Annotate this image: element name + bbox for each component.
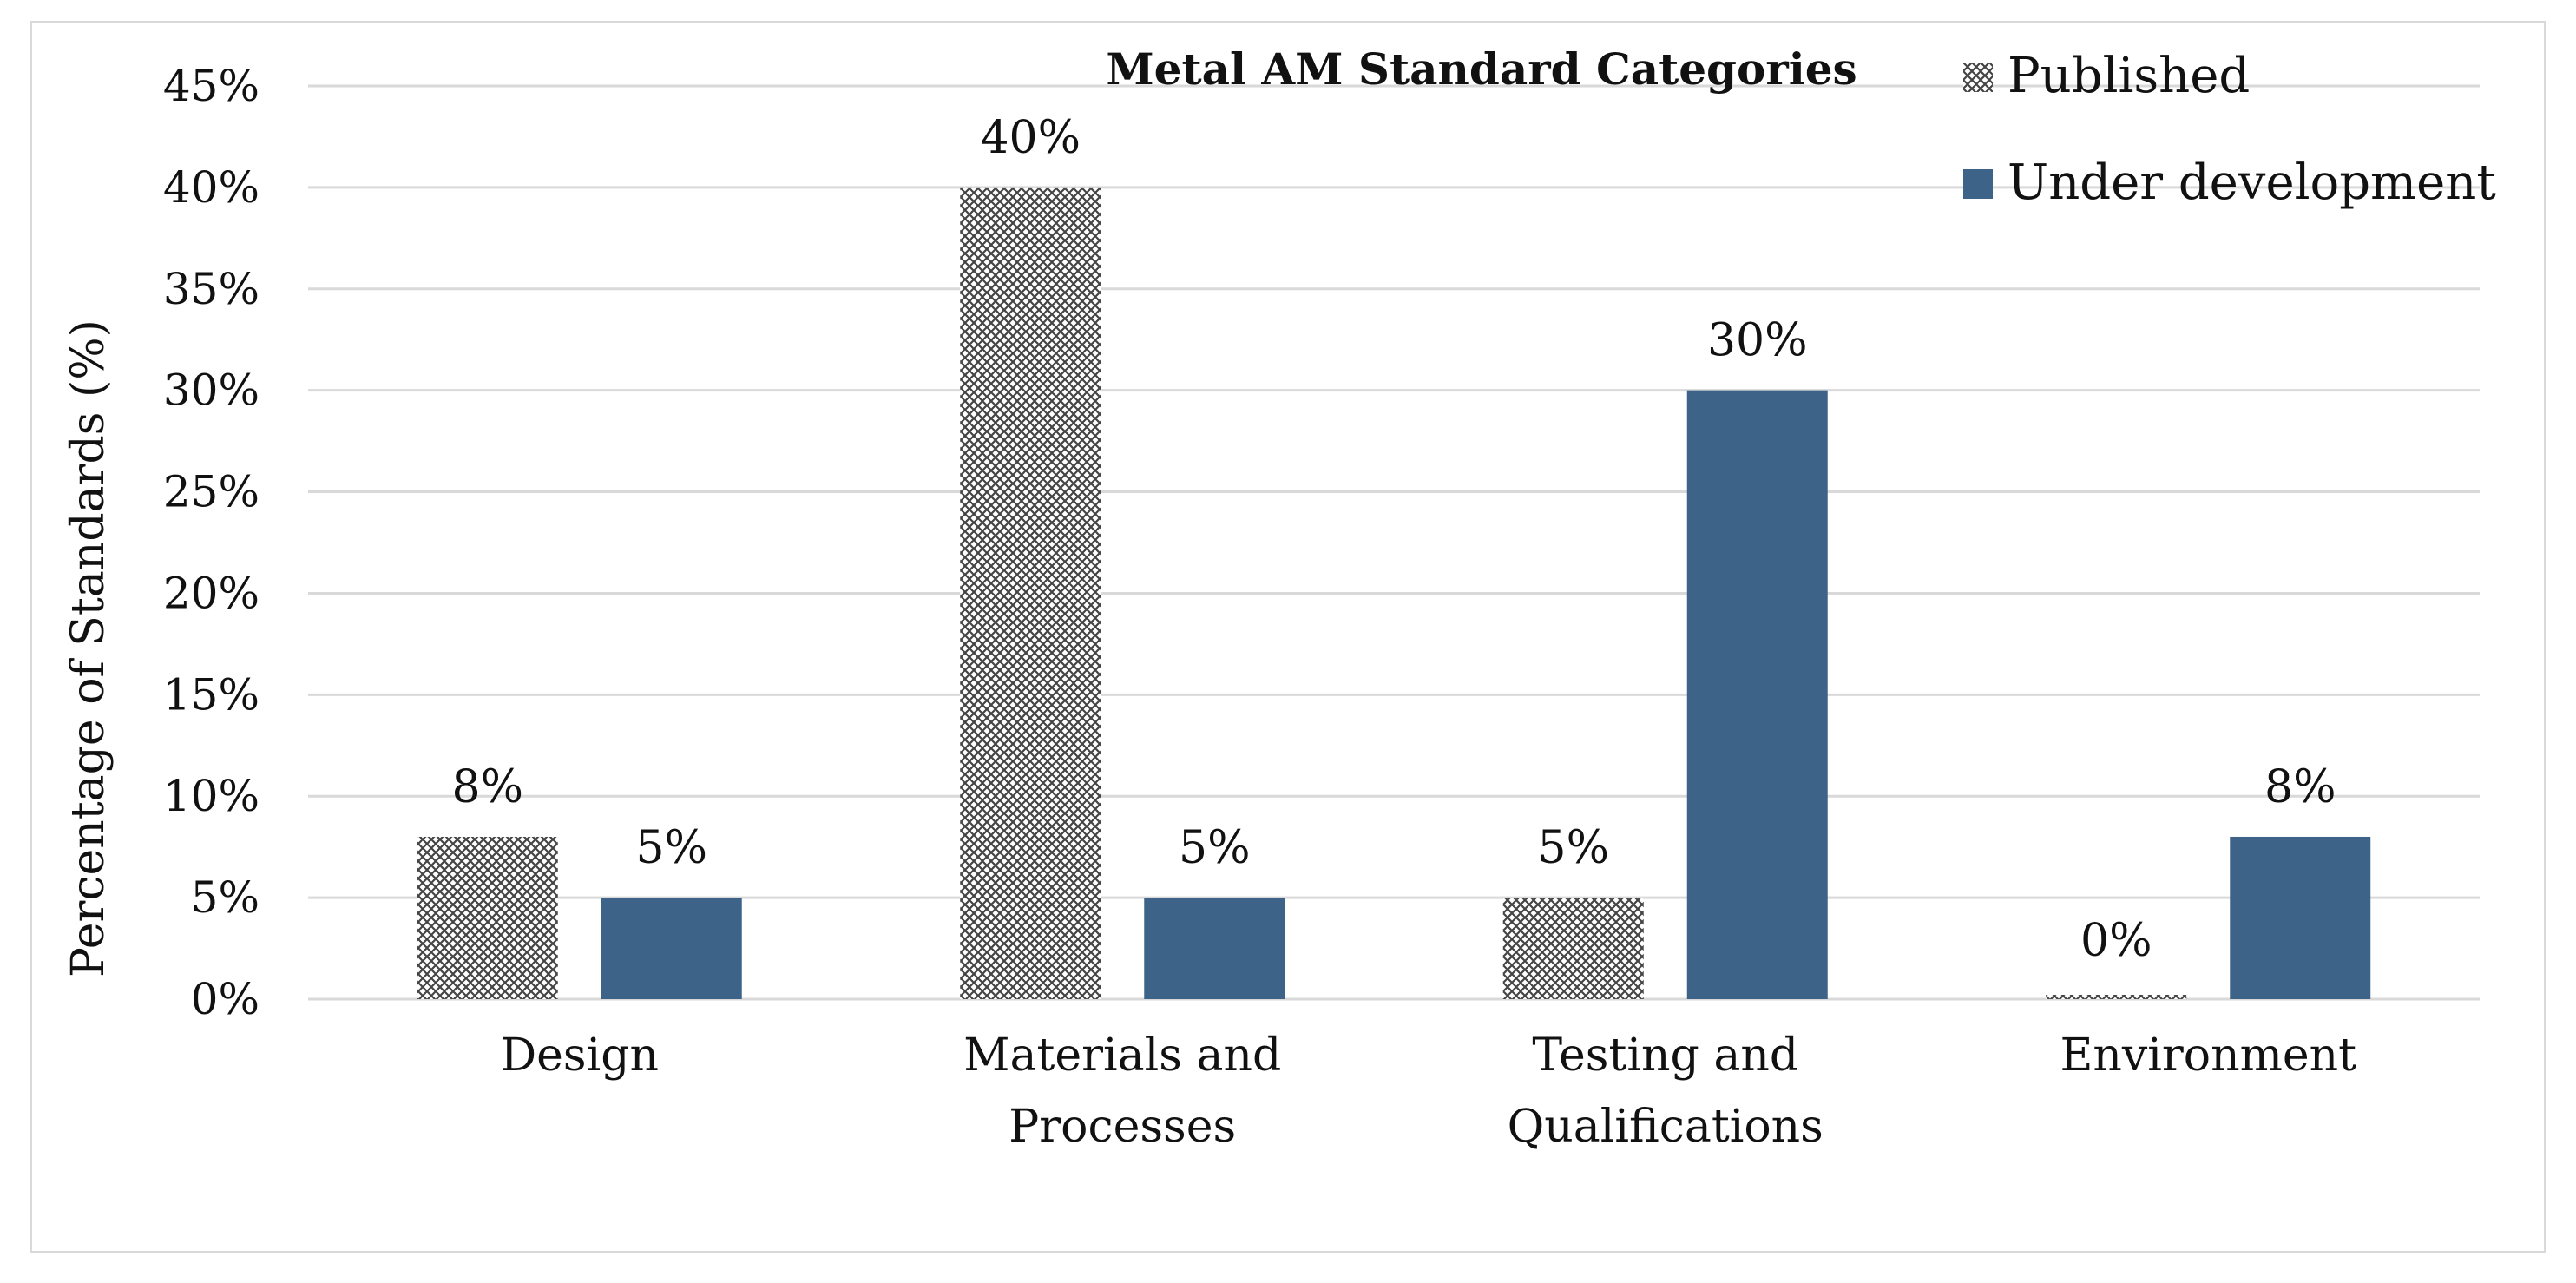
legend: Published Under development [1963,48,2496,211]
x-category-label: Design [500,1030,659,1082]
y-tick-label: 30% [163,365,260,416]
x-category-label: Processes [1009,1101,1236,1153]
legend-swatch-under-development [1963,169,1993,199]
bar-under-development-1 [1144,898,1285,999]
data-label: 8% [2264,761,2336,813]
x-category-label: Materials and [963,1030,1281,1082]
bar-published-1 [960,187,1101,999]
y-tick-label: 20% [163,568,260,618]
legend-swatch-published [1963,63,1993,92]
x-category-label: Environment [2060,1030,2356,1082]
y-tick-label: 5% [191,872,260,923]
data-label: 0% [2080,915,2152,967]
y-axis-title: Percentage of Standards (%) [62,319,115,977]
y-tick-label: 40% [163,162,260,213]
y-axis-ticks: 0% 5% 10% 15% 20% 25% 30% 35% 40% 45% [163,61,260,1024]
legend-label-published: Published [2008,48,2250,104]
bar-published-3 [2046,995,2187,999]
x-category-label: Testing and [1532,1030,1798,1082]
bar-under-development-0 [601,898,742,999]
bar-under-development-3 [2230,836,2371,999]
y-tick-label: 45% [163,61,260,111]
gridlines [308,84,2480,1001]
x-axis-categories: Design Materials and Processes Testing and Q… [500,1030,2356,1153]
data-label: 5% [1538,822,1610,874]
y-tick-label: 15% [163,669,260,720]
y-tick-label: 10% [163,771,260,821]
chart-title: Metal AM Standard Categories [1106,43,1856,95]
data-label: 40% [980,112,1081,164]
chart-frame: 0% 5% 10% 15% 20% 25% 30% 35% 40% 45% 8% 5% 40% 5% 5%… [30,21,2546,1253]
data-labels: 8% 5% 40% 5% 5% 30% 0% 8% [452,112,2336,967]
bar-published-0 [417,836,558,999]
bar-published-2 [1502,898,1644,999]
y-tick-label: 25% [163,467,260,517]
data-label: 5% [1179,822,1251,874]
legend-label-under-development: Under development [2008,155,2496,211]
data-label: 30% [1707,315,1808,367]
legend-item-published: Published [1963,48,2250,104]
data-label: 8% [452,761,524,813]
y-tick-label: 35% [163,264,260,314]
bar-chart: 0% 5% 10% 15% 20% 25% 30% 35% 40% 45% 8% 5% 40% 5% 5%… [62,43,2496,1153]
legend-item-under-development: Under development [1963,155,2496,211]
x-category-label: Qualifications [1508,1101,1824,1153]
bar-under-development-2 [1686,390,1828,1000]
bars [417,187,2371,1000]
data-label: 5% [636,822,708,874]
y-tick-label: 0% [191,974,260,1024]
